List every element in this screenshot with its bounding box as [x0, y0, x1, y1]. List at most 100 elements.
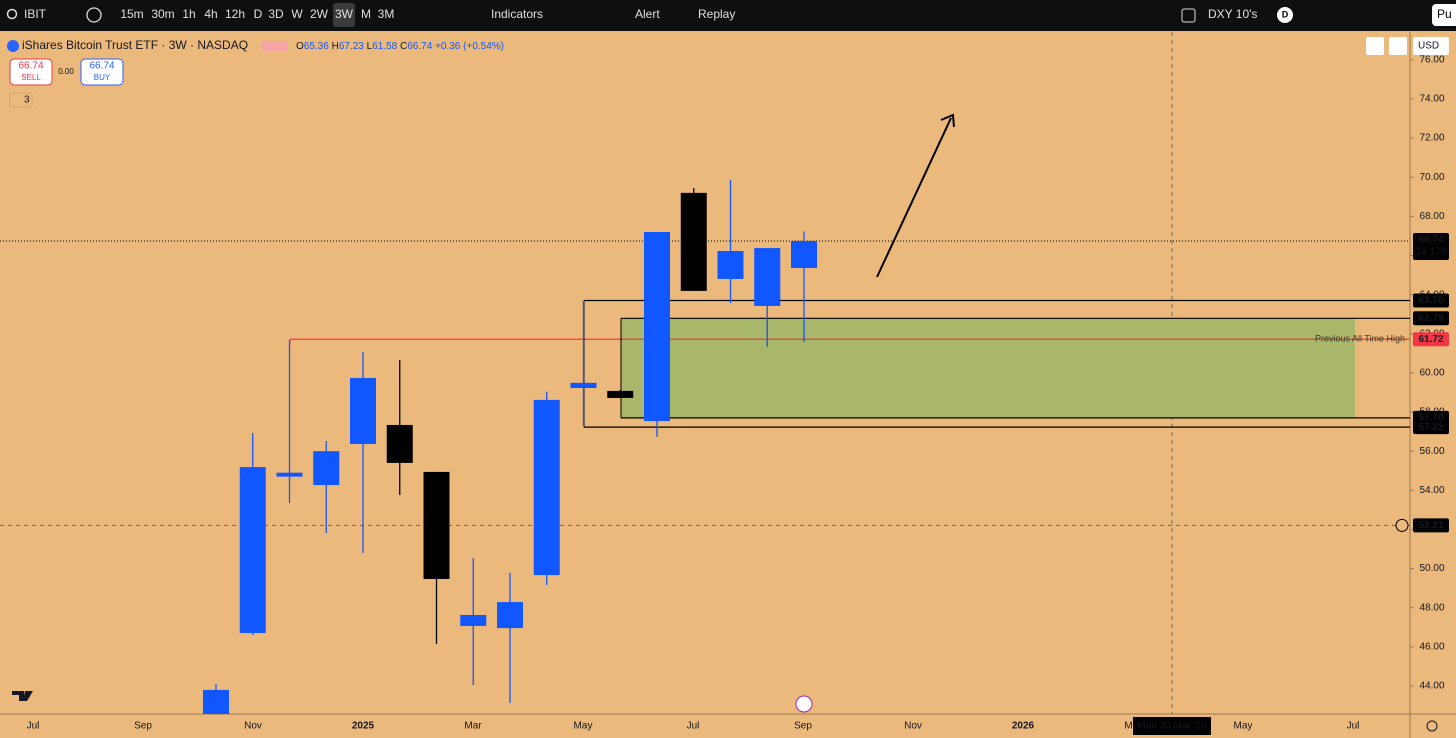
- chart: 44.0046.0048.0050.0052.0054.0056.0058.00…: [0, 32, 1456, 738]
- y-tick-label: 68.00: [1419, 211, 1444, 222]
- event-icon[interactable]: [795, 695, 813, 713]
- interval[interactable]: 3W: [335, 7, 354, 21]
- candle-body: [717, 250, 744, 279]
- interval[interactable]: 1h: [182, 7, 195, 21]
- interval[interactable]: 15m: [120, 7, 143, 21]
- active-interval: [333, 3, 355, 27]
- buy-button[interactable]: [80, 58, 124, 86]
- y-tick-label: 48.00: [1419, 602, 1444, 613]
- auto-button[interactable]: [1389, 37, 1407, 55]
- level-badge-label: 63.70: [1418, 295, 1443, 306]
- level-badge-label: 57.70: [1418, 413, 1443, 424]
- symbol[interactable]: IBIT: [24, 7, 47, 21]
- interval[interactable]: D: [254, 7, 263, 21]
- interval[interactable]: 3M: [378, 7, 395, 21]
- y-tick-label: 70.00: [1419, 172, 1444, 183]
- interval[interactable]: 3D: [268, 7, 284, 21]
- y-tick-label: 76.00: [1419, 54, 1444, 65]
- y-tick-label: 54.00: [1419, 485, 1444, 496]
- level-badge: [1413, 293, 1449, 308]
- sell-price: 66.74: [18, 61, 43, 72]
- settings-icon[interactable]: [1426, 720, 1438, 732]
- interval[interactable]: 4h: [204, 7, 217, 21]
- interval[interactable]: 2W: [310, 7, 329, 21]
- level-badge-label: 62.79: [1418, 313, 1443, 324]
- search-icon[interactable]: [6, 8, 18, 20]
- x-tick-label: 2026: [1012, 721, 1035, 732]
- intervals: 15m 30m 1h 4h 12h D 3D W 2W 3W M 3M: [120, 7, 394, 21]
- market-status: [262, 41, 288, 51]
- candle-body: [791, 241, 817, 269]
- candle-body: [754, 248, 781, 306]
- current-price-label: 66.74: [1418, 235, 1443, 246]
- y-tick-label: 50.00: [1419, 563, 1444, 574]
- avatar[interactable]: [1277, 7, 1293, 23]
- level-badge: [1413, 332, 1449, 347]
- x-tick-label: May: [1234, 721, 1253, 732]
- x-tick-label: Sep: [794, 721, 812, 732]
- x-tick-label: Nov: [904, 721, 922, 732]
- candle-body: [607, 390, 634, 398]
- publish-button[interactable]: [1432, 4, 1456, 26]
- level-badge: [1413, 420, 1449, 435]
- alert-button[interactable]: Alert: [635, 7, 660, 21]
- candle-body: [386, 424, 413, 463]
- candle-body: [203, 689, 229, 714]
- candle-body: [460, 614, 487, 626]
- current-price-badge: [1413, 233, 1449, 261]
- crosshair-add[interactable]: [1395, 518, 1409, 532]
- sell-button[interactable]: [9, 58, 53, 86]
- x-tick-label: Nov: [244, 721, 262, 732]
- candle-body: [533, 399, 560, 576]
- logo: [12, 691, 33, 701]
- level-badge: [1413, 311, 1449, 326]
- add-symbol[interactable]: [86, 7, 102, 23]
- y-tick-label: 74.00: [1419, 94, 1444, 105]
- crosshair-date: Mon 30 Mar '26: [1137, 721, 1207, 732]
- y-tick-label: 60.00: [1419, 368, 1444, 379]
- candle-body: [276, 472, 303, 477]
- candle-body: [423, 471, 450, 579]
- x-tick-label: Jul: [687, 721, 700, 732]
- scroll-button[interactable]: [1366, 37, 1384, 55]
- x-tick-label: 2025: [352, 721, 375, 732]
- toolbar: [0, 0, 1456, 31]
- legend-title: iShares Bitcoin Trust ETF · 3W · NASDAQ: [22, 38, 248, 52]
- level-annotation: Previous All Time High: [1315, 334, 1405, 344]
- legend-ohlc: O65.36 H67.23 L61.58 C66.74 +0.36 (+0.54…: [296, 41, 504, 52]
- plot: [0, 32, 1410, 714]
- interval[interactable]: M: [361, 7, 371, 21]
- avatar-letter: D: [1282, 9, 1289, 19]
- y-tick-label: 56.00: [1419, 446, 1444, 457]
- interval[interactable]: W: [291, 7, 303, 21]
- candle-body: [313, 451, 340, 486]
- x-tick-label: May: [574, 721, 593, 732]
- currency-button[interactable]: [1413, 37, 1449, 55]
- x-tick-label: Jul: [27, 721, 40, 732]
- buy-price: 66.74: [89, 61, 114, 72]
- interval[interactable]: 12h: [225, 7, 245, 21]
- level-badge-label: 57.23: [1418, 422, 1443, 433]
- indicators-button[interactable]: Indicators: [491, 7, 543, 21]
- symbol-logo: [7, 40, 19, 52]
- spread: 0.00: [58, 67, 74, 76]
- currency: USD: [1418, 41, 1439, 52]
- compare-checkbox[interactable]: [1181, 8, 1196, 23]
- y-tick-label: 72.00: [1419, 133, 1444, 144]
- candle-body: [570, 382, 597, 388]
- arrow: [876, 117, 952, 278]
- candle-body: [644, 232, 670, 422]
- arrow-head: [940, 113, 955, 128]
- candle-body: [350, 377, 376, 444]
- crosshair-date-badge: [1133, 717, 1211, 735]
- interval[interactable]: 30m: [151, 7, 174, 21]
- crosshair-price-badge-label: 52.21: [1418, 520, 1443, 531]
- indicator-toggle[interactable]: [9, 92, 33, 108]
- zone: [621, 318, 1355, 418]
- compare-button[interactable]: DXY 10's: [1208, 7, 1257, 21]
- level-badge-label: 61.72: [1418, 334, 1443, 345]
- crosshair-price-badge: [1413, 518, 1449, 533]
- y-tick-label: 44.00: [1419, 681, 1444, 692]
- replay-button[interactable]: Replay: [698, 7, 735, 21]
